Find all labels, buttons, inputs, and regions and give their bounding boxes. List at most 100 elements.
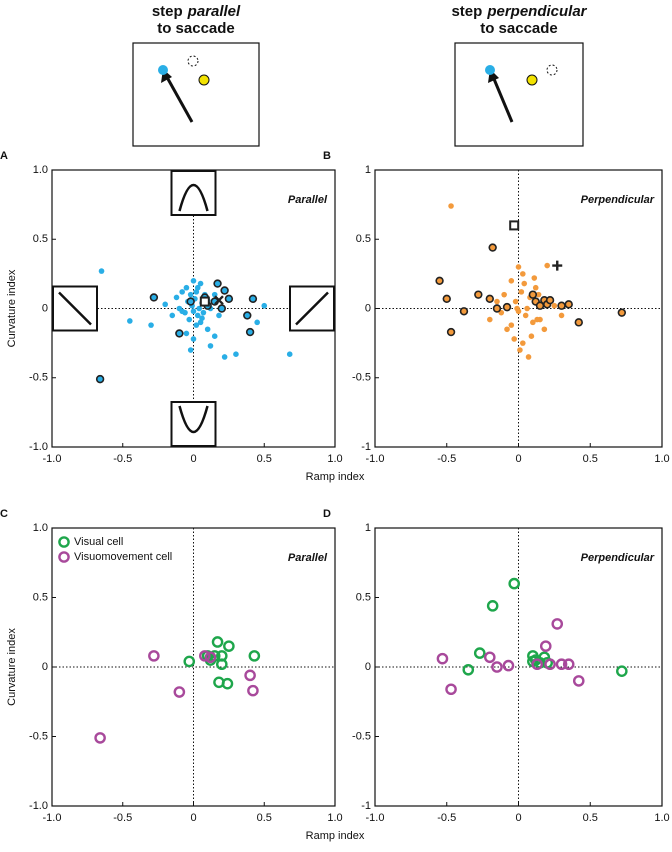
- x-tick-label: 0: [190, 812, 196, 824]
- point: [525, 354, 532, 360]
- point: [530, 319, 536, 326]
- point: [448, 203, 454, 209]
- y-axis-label: Curvature index: [6, 269, 18, 347]
- panel-title: Parallel: [288, 194, 328, 206]
- point: [221, 354, 228, 360]
- point: [169, 312, 176, 319]
- point-ring: [572, 675, 585, 687]
- point-significant: [217, 304, 227, 313]
- point-ring: [551, 618, 564, 630]
- legend-label: Visual cell: [74, 536, 123, 548]
- schematic-curve: [178, 183, 209, 212]
- point-ring: [491, 661, 503, 673]
- point: [522, 312, 529, 319]
- point: [535, 291, 542, 298]
- point: [98, 268, 105, 274]
- x-tick-label: -0.5: [113, 812, 132, 824]
- point: [183, 284, 190, 291]
- header-line: to saccade: [157, 20, 235, 37]
- y-tick-label: -0.5: [29, 372, 48, 384]
- legend-marker: [58, 551, 70, 563]
- point-cross: [214, 295, 224, 306]
- point-ring: [173, 686, 186, 698]
- header-word: step: [152, 3, 183, 20]
- x-tick-label: -1.0: [43, 453, 62, 465]
- y-tick-label: 0: [365, 661, 371, 673]
- point: [179, 289, 185, 295]
- point-ring: [445, 683, 457, 696]
- point: [254, 319, 260, 326]
- y-axis-label: Curvature index: [6, 628, 18, 706]
- point-ring: [562, 658, 575, 671]
- x-axis-label: Ramp index: [306, 471, 365, 483]
- point: [494, 298, 500, 305]
- y-tick-label: 0: [42, 302, 48, 314]
- schematic-curve: [58, 291, 92, 326]
- point-ring: [247, 684, 259, 697]
- point-significant: [502, 302, 512, 312]
- point: [531, 275, 538, 281]
- y-tick-label: -0.5: [352, 372, 371, 384]
- x-tick-label: 1.0: [654, 812, 669, 824]
- point-square: [509, 220, 520, 231]
- point-significant: [149, 293, 159, 302]
- x-tick-label: 1.0: [327, 812, 342, 824]
- point-plus: [552, 260, 563, 271]
- point: [508, 322, 515, 328]
- point-significant: [442, 294, 451, 304]
- header-line: to saccade: [480, 20, 558, 37]
- point-ring: [508, 577, 520, 590]
- y-tick-label: 1.0: [33, 164, 48, 176]
- point: [193, 322, 200, 328]
- y-tick-label: 1.0: [33, 522, 48, 534]
- point: [534, 316, 540, 323]
- point-significant: [213, 279, 222, 288]
- y-tick-label: 1: [365, 522, 371, 534]
- point-significant: [459, 307, 469, 316]
- point-ring: [204, 651, 217, 664]
- point: [520, 271, 526, 277]
- point-significant: [248, 294, 258, 304]
- y-tick-label: -1.0: [29, 441, 48, 453]
- point-significant: [485, 294, 494, 304]
- point: [528, 333, 535, 340]
- point: [194, 312, 201, 319]
- x-tick-label: -0.5: [113, 453, 132, 465]
- point-significant: [617, 308, 627, 317]
- point-ring: [148, 650, 160, 662]
- point: [186, 316, 193, 323]
- point-ring: [473, 647, 486, 659]
- point: [187, 291, 194, 298]
- x-tick-label: 0.5: [583, 812, 598, 824]
- panel-title: Perpendicular: [581, 194, 655, 206]
- point: [520, 340, 526, 346]
- point: [233, 351, 239, 358]
- point-ring: [486, 600, 499, 612]
- point-ring: [502, 659, 515, 672]
- point: [512, 298, 519, 305]
- point-significant: [95, 374, 105, 384]
- point-significant: [528, 290, 538, 299]
- header-line: step parallel: [152, 3, 241, 20]
- x-tick-label: -1.0: [366, 453, 385, 465]
- point-ring: [221, 677, 234, 690]
- point: [521, 280, 528, 287]
- point-ring: [244, 669, 256, 682]
- point-ring: [555, 658, 568, 671]
- point-significant: [224, 294, 234, 304]
- header-emphasis: parallel: [187, 3, 241, 20]
- x-tick-label: 0.5: [583, 453, 598, 465]
- point: [187, 347, 194, 353]
- x-tick-label: -1.0: [366, 812, 385, 824]
- header-emphasis: perpendicular: [486, 3, 587, 20]
- point-significant: [175, 329, 184, 338]
- point: [197, 280, 204, 287]
- x-tick-label: -1.0: [43, 812, 62, 824]
- schematic-box: [170, 401, 217, 447]
- point-square: [199, 296, 210, 307]
- point: [211, 333, 218, 340]
- panel-letter: D: [323, 508, 331, 520]
- x-tick-label: 1.0: [654, 453, 669, 465]
- point: [183, 330, 190, 337]
